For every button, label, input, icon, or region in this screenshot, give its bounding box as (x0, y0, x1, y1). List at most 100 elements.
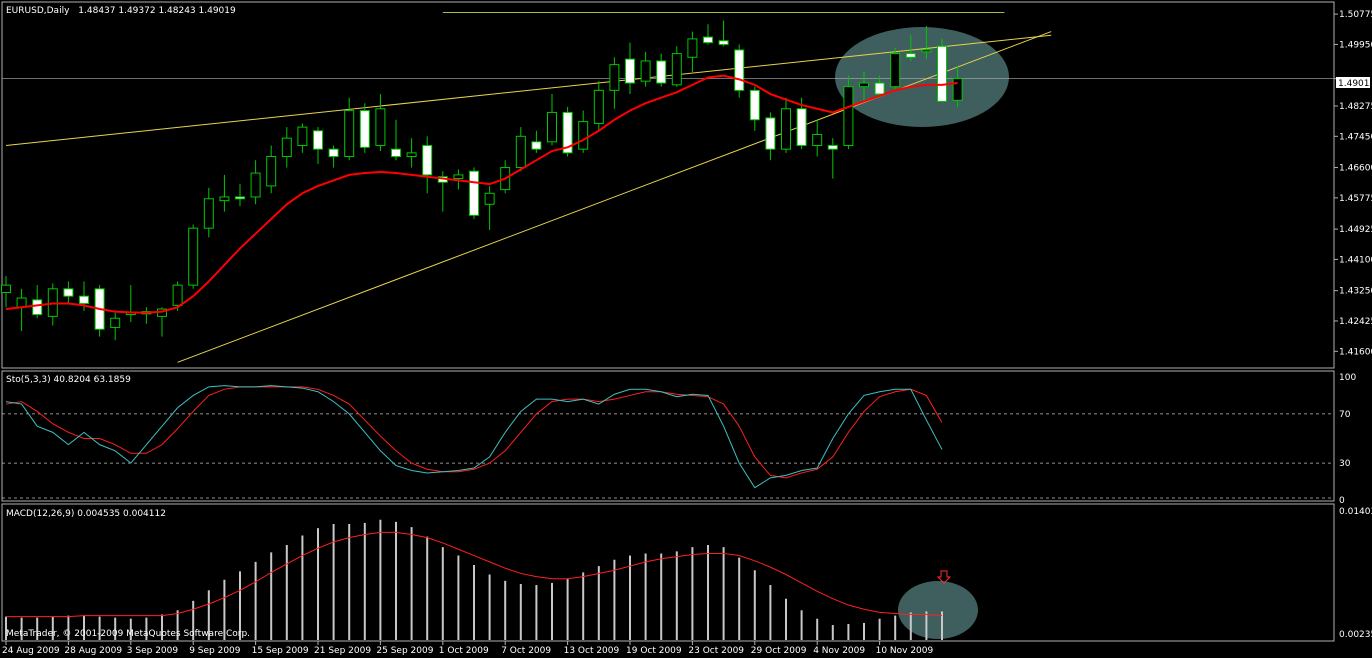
candle-body (843, 86, 854, 146)
candle-body (640, 60, 651, 82)
trendline (5, 34, 1052, 146)
candle-body (391, 148, 401, 158)
macd-highlight-ellipse (898, 581, 978, 639)
price-tick-label: 1.44925 (1339, 225, 1372, 235)
candle-body (406, 152, 417, 158)
candle-body (609, 64, 620, 91)
stochastic-k-line (5, 385, 943, 489)
candle-body (266, 156, 277, 187)
price-highlight-ellipse (835, 27, 1009, 127)
candle-body (203, 198, 214, 229)
candle-body (765, 117, 776, 150)
moving-average-line (5, 74, 958, 314)
price-tick-label: 1.42425 (1339, 317, 1372, 327)
date-label: 1 Oct 2009 (439, 646, 489, 656)
candle-body (172, 284, 183, 306)
watermark: MetaTrader, © 2001-2009 MetaQuotes Softw… (6, 629, 250, 639)
date-label: 24 Aug 2009 (2, 646, 60, 656)
candle-body (515, 135, 526, 169)
price-title: EURUSD,Daily 1.48437 1.49372 1.48243 1.4… (6, 6, 236, 16)
date-label: 19 Oct 2009 (626, 646, 682, 656)
candle-body (656, 60, 667, 84)
candle-body (359, 110, 370, 148)
macd-axis-label: 0.01403 (1339, 507, 1372, 517)
candle-body (827, 144, 838, 150)
current-price-label: 1.49019 (1338, 79, 1372, 89)
price-tick-label: 1.41600 (1339, 347, 1372, 357)
macd-signal-line (6, 531, 943, 618)
candle-body (422, 144, 433, 176)
candle-body (952, 78, 963, 101)
candle-body (578, 121, 589, 150)
price-tick-label: 1.43250 (1339, 287, 1372, 297)
moving-average-layer (5, 74, 958, 314)
stochastic-pane-frame (1, 370, 1335, 502)
macd-title: MACD(12,26,9) 0.004535 0.004112 (6, 509, 166, 519)
candle-body (749, 89, 760, 121)
candle-body (859, 82, 869, 88)
trendline-layer (5, 11, 1052, 363)
candle-body (453, 174, 464, 180)
candle-body (344, 110, 355, 158)
candle-body (812, 133, 823, 146)
candle-body (79, 295, 89, 305)
macd-layer (5, 519, 943, 640)
macd-pane-frame (1, 503, 1335, 642)
candle-body (297, 126, 308, 146)
candle-body (110, 317, 121, 328)
date-label: 23 Oct 2009 (688, 646, 744, 656)
candle-body (63, 288, 74, 297)
candles-layer (1, 20, 963, 341)
date-label: 13 Oct 2009 (564, 646, 620, 656)
down-arrow-icon (936, 570, 952, 584)
price-tick-label: 1.47450 (1339, 132, 1372, 142)
candle-body (375, 108, 386, 146)
candle-body (703, 36, 713, 44)
price-tick-label: 1.49950 (1339, 40, 1372, 50)
date-label: 28 Aug 2009 (64, 646, 122, 656)
current-price-box (1336, 77, 1370, 88)
candle-body (718, 40, 729, 45)
stochastic-layer (2, 385, 1334, 499)
candle-body (921, 49, 932, 53)
price-tick-label: 1.46600 (1339, 164, 1372, 174)
candle-body (562, 111, 573, 154)
candle-body (16, 297, 27, 308)
candle-body (1, 284, 11, 293)
candle-body (890, 53, 901, 88)
candle-body (796, 108, 807, 146)
candle-body (188, 227, 199, 286)
candle-body (874, 82, 885, 95)
date-label: 4 Nov 2009 (813, 646, 865, 656)
candle-body (625, 58, 635, 84)
candle-body (531, 141, 542, 150)
candle-body (671, 53, 682, 86)
stochastic-level-label: 0 (1339, 496, 1345, 506)
date-label: 7 Oct 2009 (501, 646, 551, 656)
price-tick-label: 1.50775 (1339, 10, 1372, 20)
candle-body (687, 38, 698, 58)
date-label: 10 Nov 2009 (876, 646, 934, 656)
candle-body (781, 108, 791, 150)
candle-body (484, 192, 495, 205)
candle-body (219, 196, 230, 202)
candle-body (235, 196, 245, 200)
stochastic-d-line (5, 386, 943, 479)
candle-body (593, 89, 604, 124)
price-pane-frame (1, 1, 1335, 369)
stochastic-level-label: 100 (1339, 373, 1356, 383)
date-label: 15 Sep 2009 (252, 646, 309, 656)
candle-body (328, 148, 339, 158)
price-tick-label: 1.44100 (1339, 255, 1372, 265)
candle-body (469, 170, 479, 216)
date-label: 9 Sep 2009 (189, 646, 241, 656)
date-label: 21 Sep 2009 (314, 646, 371, 656)
candle-body (281, 137, 292, 158)
date-label: 25 Sep 2009 (376, 646, 433, 656)
stochastic-title: Sto(5,3,3) 40.8204 63.1859 (6, 375, 131, 385)
stochastic-level-label: 70 (1339, 410, 1351, 420)
macd-axis-label: 0.00235 (1339, 630, 1372, 640)
candle-body (937, 45, 947, 102)
trendline (177, 31, 1052, 363)
